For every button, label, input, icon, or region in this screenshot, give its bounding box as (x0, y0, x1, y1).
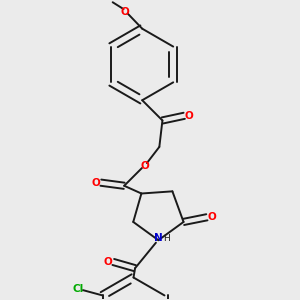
Text: H: H (163, 234, 169, 243)
Text: O: O (140, 160, 149, 171)
Text: N: N (154, 233, 163, 243)
Text: O: O (104, 257, 113, 267)
Text: O: O (208, 212, 216, 222)
Text: O: O (185, 111, 194, 121)
Text: Cl: Cl (72, 284, 84, 294)
Text: O: O (92, 178, 100, 188)
Text: O: O (121, 7, 130, 16)
